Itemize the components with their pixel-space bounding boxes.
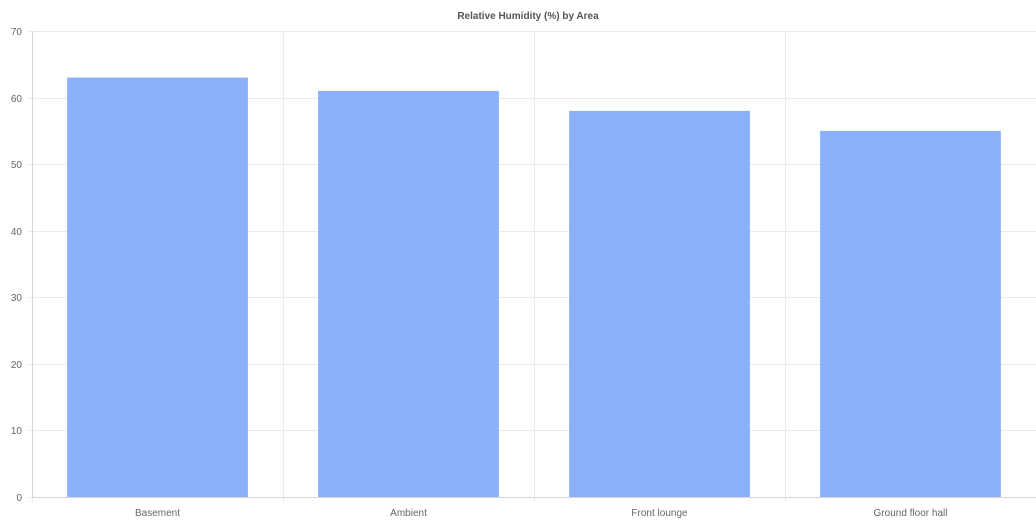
- bar-front-lounge: [569, 110, 750, 497]
- y-tick-label: 10: [11, 426, 23, 437]
- x-tick-label: Basement: [135, 508, 180, 519]
- bars: [67, 77, 1001, 498]
- y-tick-label: 40: [11, 227, 23, 238]
- axes: 0 10 20 30 40 50 60 70 Basement Ambient Front loun…: [11, 27, 1036, 519]
- y-tick-label: 50: [11, 160, 23, 171]
- y-tick-label: 0: [16, 493, 22, 504]
- x-tick-label: Ground floor hall: [874, 508, 948, 519]
- bar-ground-floor-hall: [820, 130, 1001, 497]
- chart-title: Relative Humidity (%) by Area: [457, 11, 599, 22]
- y-tick-label: 70: [11, 27, 23, 38]
- bar-ambient: [318, 90, 499, 498]
- bar-basement: [67, 77, 248, 497]
- x-tick-label: Front lounge: [631, 508, 688, 519]
- y-tick-label: 30: [11, 293, 23, 304]
- y-tick-label: 20: [11, 360, 23, 371]
- x-tick-label: Ambient: [390, 508, 427, 519]
- y-tick-label: 60: [11, 94, 23, 105]
